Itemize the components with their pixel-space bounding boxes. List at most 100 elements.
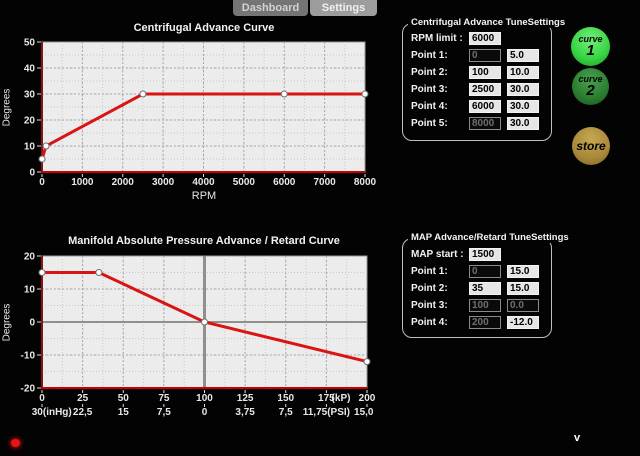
curve-2-button[interactable]: curve 2 — [572, 68, 609, 105]
value-input[interactable] — [507, 282, 539, 295]
x-tick-label: 7000 — [314, 177, 337, 188]
data-point — [38, 269, 46, 276]
field-label: Point 1: — [411, 266, 448, 277]
x-tick-label: 1000 — [71, 177, 94, 188]
x-tick-label: 50 — [118, 393, 130, 404]
y-tick-label: 30 — [24, 90, 36, 101]
y-tick-label: 20 — [24, 252, 36, 263]
setting-row: Point 1: — [411, 49, 547, 62]
value-input[interactable] — [507, 316, 539, 329]
y-tick-label: 0 — [29, 318, 35, 329]
value-input[interactable] — [469, 66, 501, 79]
x-tick-label: 75 — [158, 393, 170, 404]
y-tick-label: 10 — [24, 285, 36, 296]
tab-settings[interactable]: Settings — [310, 0, 377, 16]
value-input[interactable] — [507, 117, 539, 130]
value-input[interactable] — [469, 100, 501, 113]
chart-title: Manifold Absolute Pressure Advance / Ret… — [68, 235, 340, 247]
value-input[interactable] — [507, 66, 539, 79]
x-tick-label: 5000 — [233, 177, 256, 188]
y-tick-label: 20 — [24, 116, 36, 127]
data-point — [363, 358, 371, 366]
field-label: Point 2: — [411, 283, 448, 294]
x-tick-label: 150 — [277, 393, 294, 404]
field-label: Point 3: — [411, 84, 448, 95]
value-input[interactable] — [469, 32, 501, 45]
y-tick-label: -20 — [21, 384, 36, 395]
x-tick-label-secondary: 30(inHg) — [32, 407, 72, 418]
y-tick-label: 50 — [24, 38, 36, 49]
value-input — [469, 265, 501, 278]
field-label: Point 5: — [411, 118, 448, 129]
curve-1-button[interactable]: curve 1 — [571, 27, 610, 66]
field-label: Point 4: — [411, 317, 448, 328]
x-tick-label-secondary: 15 — [118, 407, 130, 418]
x-tick-label-secondary: 3,75 — [235, 407, 255, 418]
centrifugal-tune-settings-panel: Centrifugal Advance TuneSettings RPM lim… — [402, 17, 569, 141]
data-point — [361, 90, 369, 98]
data-point — [139, 90, 147, 98]
value-input[interactable] — [469, 83, 501, 96]
x-tick-label-secondary: 7,5 — [157, 407, 171, 418]
field-label: Point 4: — [411, 101, 448, 112]
value-input[interactable] — [507, 100, 539, 113]
button-label: curve — [578, 34, 603, 44]
value-input[interactable] — [507, 265, 539, 278]
x-tick-label: 100 — [196, 393, 213, 404]
setting-row: RPM limit : — [411, 32, 547, 45]
x-tick-label-secondary: 7,5 — [279, 407, 293, 418]
y-tick-label: -10 — [21, 351, 36, 362]
value-input — [469, 299, 501, 312]
data-point — [42, 142, 50, 150]
setting-row: Point 3: — [411, 83, 547, 96]
y-tick-label: 40 — [24, 64, 36, 75]
value-input — [469, 117, 501, 130]
field-label: Point 1: — [411, 50, 448, 61]
curve-map-advance-retard — [42, 271, 368, 364]
map-advance-retard-chart: Manifold Absolute Pressure Advance / Ret… — [0, 235, 400, 435]
x-tick-label-secondary: 22,5 — [73, 407, 93, 418]
x-axis-label: RPM — [191, 190, 217, 202]
store-button[interactable]: store — [572, 127, 610, 165]
x-tick-label: 125 — [237, 393, 254, 404]
panel-title: MAP Advance/Retard TuneSettings — [408, 232, 572, 243]
setting-row: Point 2: — [411, 282, 547, 295]
tab-dashboard[interactable]: Dashboard — [233, 0, 308, 16]
value-input[interactable] — [507, 83, 539, 96]
setting-row: Point 5: — [411, 117, 547, 130]
map-tune-settings-panel: MAP Advance/Retard TuneSettings MAP star… — [402, 232, 572, 338]
setting-row: MAP start : — [411, 248, 547, 261]
chart-canvas: 0 10 20 30 40 50 0 1000 2000 3000 4000 5000 6000 7000… — [24, 38, 377, 189]
button-label: curve — [578, 74, 603, 84]
value-input[interactable] — [469, 282, 501, 295]
value-input — [507, 299, 539, 312]
x-tick-label: 2000 — [112, 177, 135, 188]
x-tick-label: 0 — [39, 393, 45, 404]
centrifugal-advance-chart: Centrifugal Advance Curve Degrees 0 10 20 3… — [0, 22, 400, 210]
x-tick-label-secondary: 15,0 — [354, 407, 374, 418]
button-label: store — [576, 139, 606, 153]
panel-title: Centrifugal Advance TuneSettings — [408, 17, 569, 28]
value-input — [469, 316, 501, 329]
x-tick-label: 25 — [77, 393, 89, 404]
setting-row: Point 4: — [411, 100, 547, 113]
x-tick-label-secondary: 0 — [202, 407, 208, 418]
x-tick-label: 0 — [39, 177, 45, 188]
setting-row: Point 1: — [411, 265, 547, 278]
status-led-icon — [11, 439, 20, 447]
value-input[interactable] — [469, 248, 501, 261]
x-tick-label: 8000 — [354, 177, 377, 188]
setting-row: Point 3: — [411, 299, 547, 312]
data-point — [201, 318, 208, 326]
x-tick-label: 4000 — [192, 177, 215, 188]
button-label: 2 — [586, 82, 595, 99]
button-label: 1 — [586, 42, 595, 59]
version-label: v — [574, 432, 581, 444]
field-label: Point 2: — [411, 67, 448, 78]
x-tick-label: (kP) — [332, 393, 351, 404]
x-tick-label-secondary: 11,75(PSI) — [303, 407, 350, 418]
value-input[interactable] — [507, 49, 539, 62]
x-tick-label: 200 — [359, 393, 376, 404]
data-point — [95, 269, 103, 276]
